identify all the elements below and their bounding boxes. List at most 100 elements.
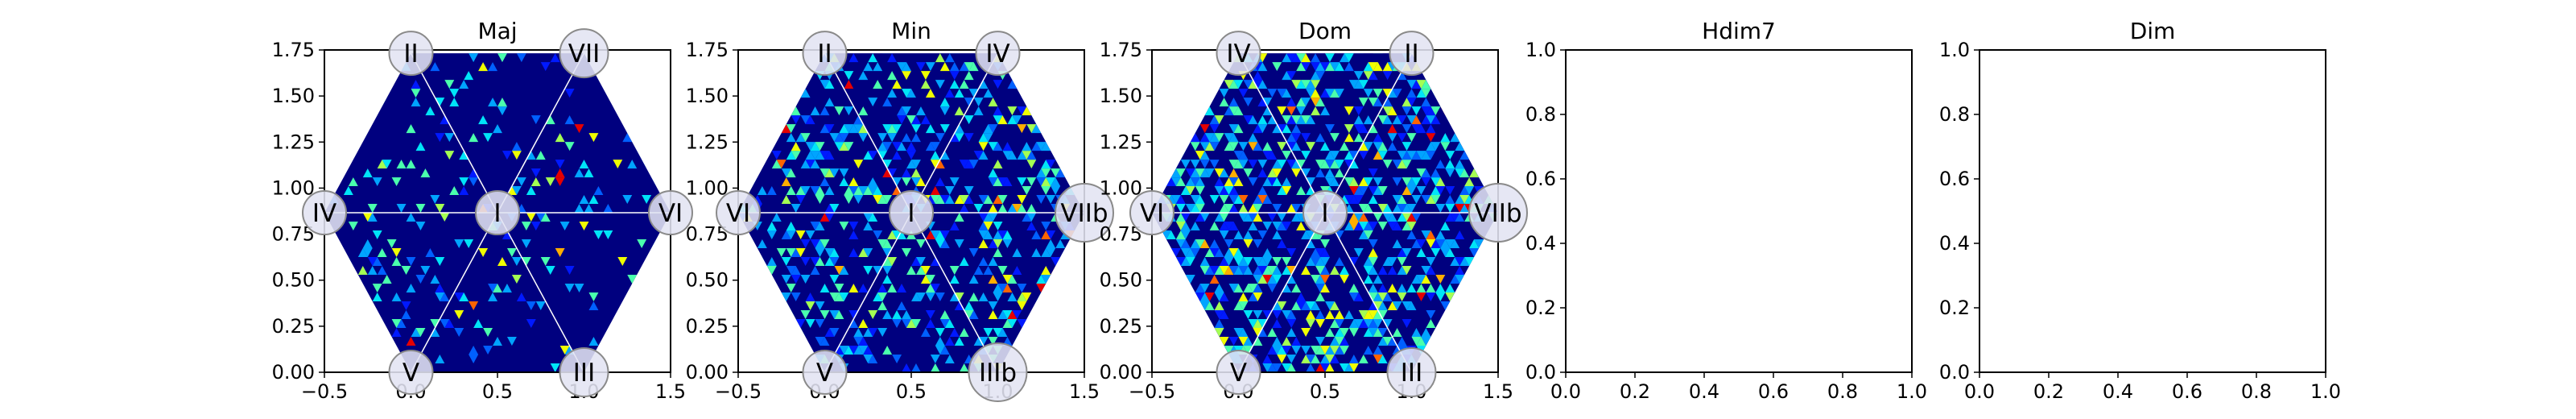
- density-cell: [1435, 160, 1446, 169]
- density-cell: [935, 292, 945, 302]
- density-cell: [469, 53, 479, 63]
- density-cell: [391, 248, 402, 258]
- density-cell: [1348, 363, 1359, 372]
- density-cell: [1219, 257, 1229, 267]
- density-cell: [1267, 346, 1278, 355]
- density-cell: [868, 151, 878, 160]
- density-cell: [1397, 160, 1407, 169]
- density-cell: [1320, 355, 1330, 364]
- density-cell: [1002, 319, 1013, 329]
- vertex-label-text: IV: [1226, 39, 1250, 68]
- density-cell: [1320, 257, 1330, 267]
- density-cell: [1075, 355, 1084, 364]
- density-cell: [738, 310, 748, 320]
- density-cell: [511, 151, 522, 160]
- density-cell: [1099, 337, 1108, 346]
- x-tick-label: 0.8: [1827, 380, 1858, 403]
- density-cell: [738, 239, 748, 249]
- density-cell: [911, 160, 921, 169]
- density-cell: [521, 222, 531, 231]
- density-cell: [1387, 337, 1397, 346]
- density-cell: [1262, 44, 1272, 53]
- density-cell: [911, 363, 921, 372]
- density-cell: [762, 133, 772, 143]
- density-cell: [766, 71, 777, 81]
- density-cell: [391, 328, 402, 338]
- density-cell: [1301, 80, 1311, 89]
- density-cell: [420, 168, 431, 178]
- density-cell: [1166, 337, 1176, 346]
- density-cell: [1445, 204, 1455, 214]
- y-tick-label: 1.25: [272, 131, 315, 153]
- density-cell: [651, 337, 662, 346]
- density-cell: [1084, 310, 1094, 319]
- density-cell: [1513, 124, 1522, 133]
- density-cell: [1329, 346, 1340, 355]
- density-cell: [1426, 257, 1436, 267]
- density-cell: [1046, 248, 1056, 258]
- density-cell: [997, 284, 1008, 293]
- density-cell: [1373, 275, 1383, 284]
- density-cell: [1459, 319, 1470, 329]
- density-cell: [1104, 337, 1113, 346]
- density-cell: [1416, 248, 1426, 258]
- density-cell: [1311, 275, 1321, 284]
- density-cell: [742, 151, 753, 160]
- density-cell: [1166, 284, 1176, 293]
- density-cell: [372, 230, 382, 240]
- density-cell: [1503, 133, 1513, 142]
- density-cell: [1315, 266, 1325, 276]
- density-cell: [757, 80, 767, 89]
- density-cell: [1195, 177, 1205, 187]
- density-cell: [1315, 97, 1325, 107]
- density-cell: [1204, 80, 1215, 89]
- density-cell: [1334, 230, 1344, 240]
- density-cell: [1219, 186, 1229, 196]
- density-cell: [1450, 257, 1460, 267]
- density-cell: [454, 310, 464, 320]
- density-cell: [1055, 80, 1066, 89]
- density-cell: [1291, 301, 1302, 311]
- density-cell: [488, 284, 497, 293]
- density-cell: [1156, 168, 1166, 178]
- density-cell: [1007, 310, 1018, 320]
- density-cell: [1022, 44, 1031, 53]
- density-cell: [1498, 133, 1508, 142]
- density-cell: [1253, 337, 1263, 346]
- density-cell: [877, 195, 888, 205]
- density-cell: [1170, 133, 1181, 143]
- density-cell: [1387, 301, 1397, 311]
- density-cell: [762, 355, 772, 364]
- density-cell: [1267, 89, 1278, 98]
- density-cell: [902, 62, 911, 72]
- density-cell: [1224, 222, 1234, 231]
- density-cell: [766, 328, 777, 338]
- density-cell: [1291, 133, 1302, 143]
- density-cell: [1277, 355, 1287, 364]
- density-cell: [1161, 310, 1171, 320]
- x-tick-label: 0.5: [896, 380, 927, 403]
- density-cell: [1209, 248, 1220, 258]
- density-cell: [1339, 53, 1349, 63]
- density-cell: [1306, 177, 1316, 187]
- density-cell: [1224, 257, 1234, 267]
- density-cell: [1459, 151, 1470, 160]
- density-cell: [478, 44, 488, 53]
- density-cell: [1185, 355, 1195, 364]
- vertex-label-text: II: [403, 39, 418, 68]
- density-cell: [1175, 195, 1186, 205]
- density-cell: [1195, 239, 1205, 249]
- density-cell: [1199, 257, 1210, 267]
- density-cell: [1474, 53, 1484, 63]
- density-cell: [1325, 328, 1335, 338]
- density-cell: [1402, 248, 1412, 258]
- density-cell: [1180, 213, 1191, 222]
- density-cell: [786, 230, 796, 240]
- density-cell: [1055, 284, 1066, 293]
- density-cell: [973, 204, 984, 214]
- density-cell: [1243, 266, 1253, 276]
- density-cell: [1508, 168, 1517, 177]
- density-cell: [1026, 151, 1037, 160]
- density-cell: [1161, 151, 1171, 160]
- density-cell: [1392, 222, 1402, 231]
